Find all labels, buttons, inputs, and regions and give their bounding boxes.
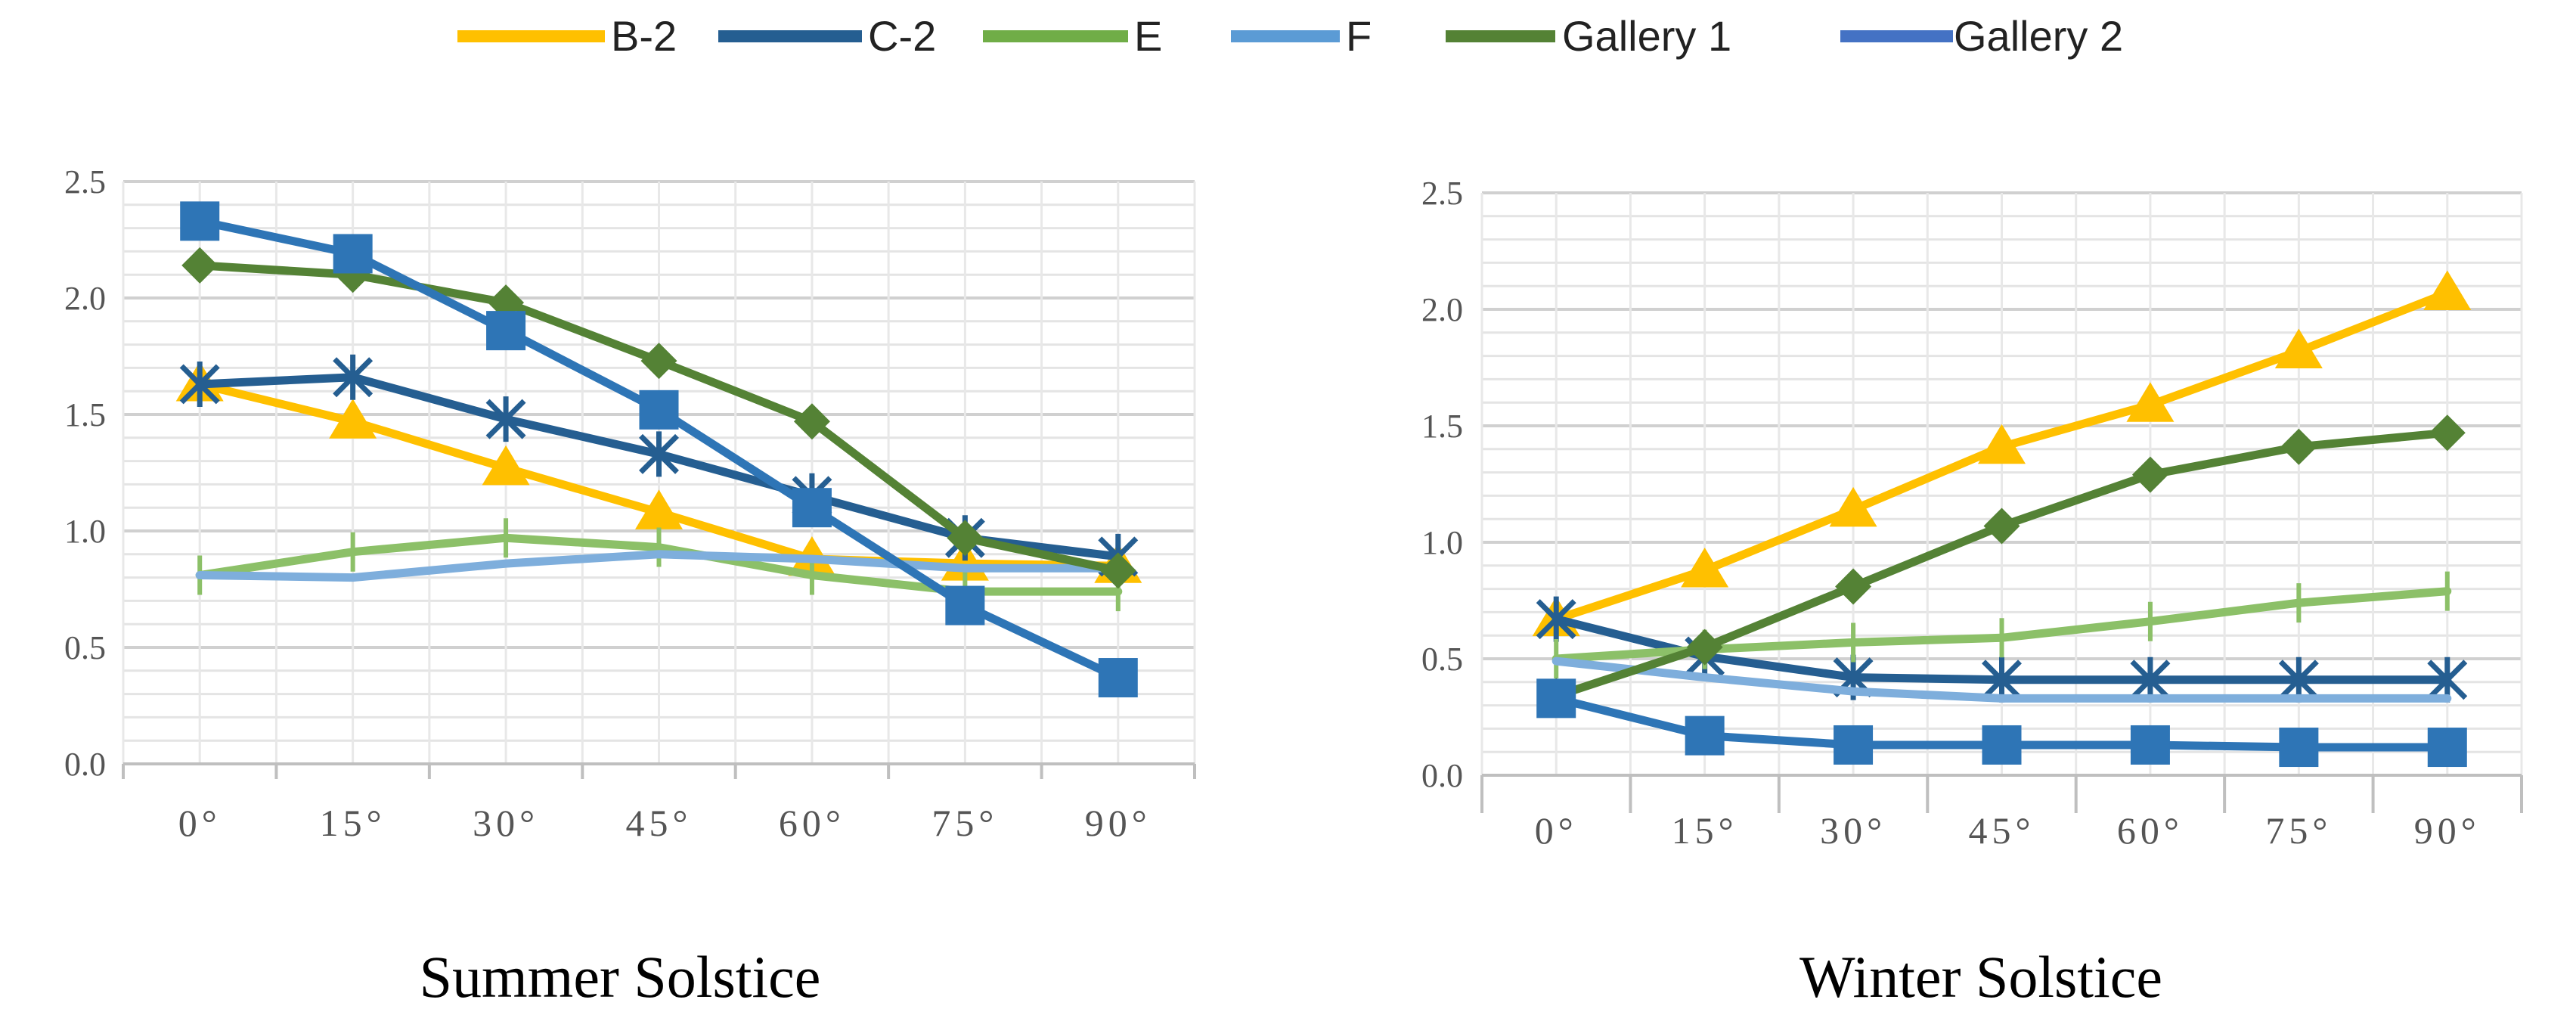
data-point-gallery-1 [640,343,677,380]
data-point-b-2 [2126,382,2175,422]
data-point-c-2 [485,396,526,442]
x-tick-label: 90° [1085,802,1152,844]
data-point-gallery-2 [1685,715,1725,756]
data-point-b-2 [1681,547,1729,588]
x-tick-label: 45° [626,802,693,844]
x-tick-label: 0° [1535,809,1578,852]
data-point-gallery-1 [1099,552,1136,589]
x-tick-label: 15° [320,802,386,844]
data-point-c-2 [1536,596,1576,642]
x-tick-label: 30° [1820,809,1886,852]
series-line-f [195,550,1123,582]
data-point-gallery-1 [793,403,830,440]
y-tick-label: 1.0 [64,513,106,550]
data-point-gallery-2 [1834,725,1874,765]
x-tick-label: 0° [178,802,222,844]
y-tick-label: 2.5 [1421,175,1463,212]
data-point-gallery-1 [1983,508,2020,545]
data-point-c-2 [333,354,374,400]
x-tick-label: 75° [932,802,998,844]
y-tick-label: 2.0 [1421,291,1463,328]
series-gallery-2 [1536,678,2467,768]
legend-label-gallery-1: Gallery 1 [1562,12,1731,60]
data-point-b-2 [482,445,530,486]
y-tick-label: 2.5 [64,163,106,200]
data-point-c-2 [639,431,679,477]
series-line-f [1551,656,2452,703]
summer-solstice-chart: 0.0 0.5 1.0 1.5 2.0 2.5 0° 15° 30° 45° 60° 75° 90° Su… [64,163,1196,1010]
x-tick-label: 60° [779,802,845,844]
x-tick-label: 30° [473,802,539,844]
data-point-gallery-1 [2280,428,2317,465]
series-gallery-2 [180,201,1138,698]
x-tick-label: 45° [1969,809,2035,852]
data-point-gallery-2 [180,201,220,241]
data-point-gallery-2 [2427,728,2467,768]
data-point-gallery-1 [2429,414,2466,452]
series-gallery-1 [181,247,1136,589]
data-point-gallery-2 [486,311,526,351]
data-point-gallery-1 [1835,568,1872,605]
x-tick-label: 90° [2414,809,2481,852]
data-point-gallery-2 [792,488,832,528]
y-tick-label: 1.5 [64,396,106,433]
data-point-gallery-1 [181,247,219,284]
y-tick-label: 0.0 [1421,757,1463,794]
data-point-gallery-1 [947,520,984,557]
legend-label-b-2: B-2 [611,12,677,60]
x-tick-label: 75° [2265,809,2332,852]
data-point-b-2 [2274,328,2323,368]
legend-label-gallery-2: Gallery 2 [1954,12,2123,60]
x-tick-label: 60° [2117,809,2184,852]
y-tick-label: 1.0 [1421,524,1463,561]
data-point-c-2 [179,361,220,407]
legend: B-2 C-2 E F Gallery 1 Gallery 2 [457,12,2123,60]
data-point-b-2 [329,399,377,439]
series-gallery-1 [1538,414,2466,715]
y-tick-label: 2.0 [64,280,106,317]
legend-label-f: F [1346,12,1372,60]
winter-solstice-chart: 0.0 0.5 1.0 1.5 2.0 2.5 0° 15° 30° 45° 60° 75° 90° Wi… [1421,175,2523,1010]
data-point-b-2 [635,489,683,529]
data-point-b-2 [1829,486,1877,527]
x-tick-label: 15° [1672,809,1738,852]
chart-title: Winter Solstice [1799,944,2162,1010]
y-tick-label: 0.0 [64,746,106,783]
data-point-gallery-2 [333,234,373,274]
data-point-gallery-2 [639,390,679,430]
data-point-b-2 [1978,424,2026,464]
y-tick-label: 0.5 [1421,641,1463,678]
legend-label-c-2: C-2 [868,12,936,60]
data-point-gallery-2 [1982,725,2022,765]
data-point-gallery-2 [945,585,985,625]
data-point-gallery-2 [2130,725,2170,765]
data-point-b-2 [2423,270,2472,310]
chart-title: Summer Solstice [420,944,821,1010]
data-point-gallery-2 [1536,678,1576,719]
series-f [195,550,1123,582]
series-f [1551,656,2452,703]
y-tick-label: 0.5 [64,629,106,666]
data-point-gallery-2 [2279,728,2319,768]
y-tick-label: 1.5 [1421,408,1463,445]
data-point-gallery-1 [2131,456,2168,493]
legend-label-e: E [1134,12,1162,60]
data-point-gallery-2 [1098,658,1138,698]
data-point-gallery-1 [1686,629,1723,666]
